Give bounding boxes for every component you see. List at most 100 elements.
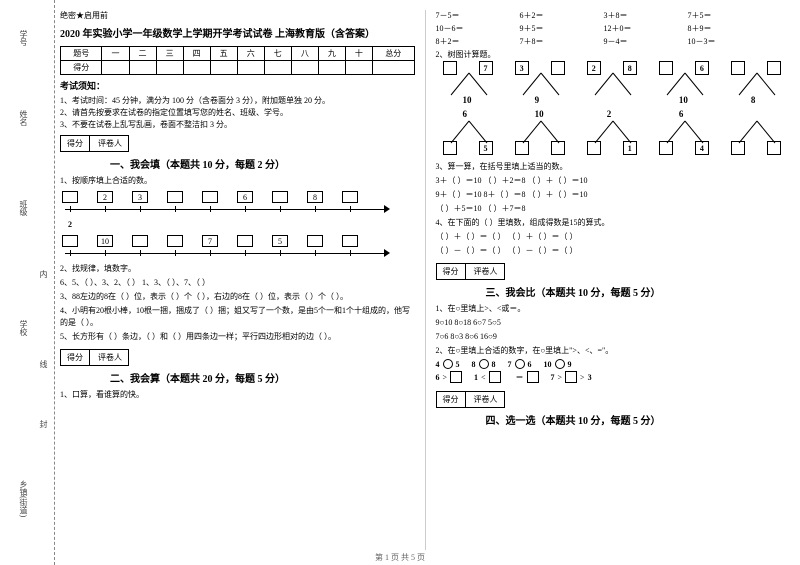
q-text: （ ）＋（ ）＝（ ） （ ）＋（ ）＝（ ） (436, 231, 791, 243)
th: 四 (183, 47, 210, 61)
arith-cell: 10－6＝ (436, 23, 506, 34)
compare-item: 1 < (474, 371, 501, 383)
arith-row: 10－6＝9＋5＝12＋0＝8＋9＝ (436, 23, 791, 34)
q-text: 1、按顺序填上合适的数。 (60, 175, 415, 187)
compare-item: 76 (508, 359, 532, 369)
numline-box (167, 191, 183, 203)
number-tree: 10 (511, 113, 571, 157)
arith-cell: 12＋0＝ (604, 23, 674, 34)
arrow-icon (384, 205, 390, 213)
table-row: 得分 (61, 61, 415, 75)
th: 题号 (61, 47, 102, 61)
compare-item: 88 (472, 359, 496, 369)
column-divider (425, 10, 426, 550)
bind-label: 姓名 (18, 110, 29, 126)
bind-label: 乡镇(街道) (18, 480, 29, 517)
bind-label: 班级 (18, 200, 29, 216)
bind-extra: 封 (38, 420, 49, 428)
arith-cell: 8＋2＝ (436, 36, 506, 47)
numline-box (62, 235, 78, 247)
notice-item: 3、不要在试卷上乱写乱画，卷面不整洁扣 3 分。 (60, 119, 415, 131)
number-line-2: 1075 (60, 235, 390, 259)
q-text: 7○6 8○3 8○6 16○9 (436, 331, 791, 343)
scorer-box: 得分 评卷人 (60, 349, 129, 366)
left-column: 绝密★启用前 2020 年实验小学一年级数学上学期开学考试试卷 上海教育版（含答… (60, 10, 415, 550)
arith-cell: 6＋2＝ (520, 10, 590, 21)
number-tree (727, 113, 787, 157)
numline-box (202, 191, 218, 203)
q-text: 9＋（ ）＝10 8＋（ ）＝8 （ ）＋（ ）＝10 (436, 189, 791, 201)
table-row: 题号 一 二 三 四 五 六 七 八 九 十 总分 (61, 47, 415, 61)
number-tree: 64 (655, 113, 715, 157)
q-text: 3＋（ ）＝10 （ ）＋2＝8 （ ）＋（ ）＝10 (436, 175, 791, 187)
section-title-3: 三、我会比（本题共 10 分，每题 5 分） (436, 284, 791, 299)
numline-box: 8 (307, 191, 323, 203)
q-text: （ ）＋5＝10 （ ）＋7＝8 (436, 203, 791, 215)
section-title-1: 一、我会填（本题共 10 分，每题 2 分） (60, 156, 415, 171)
numline-box: 7 (202, 235, 218, 247)
arithmetic-block: 7－5＝6＋2＝3＋8＝7＋5＝10－6＝9＋5＝12＋0＝8＋9＝8＋2＝7＋… (436, 10, 791, 47)
score-table: 题号 一 二 三 四 五 六 七 八 九 十 总分 得分 (60, 46, 415, 75)
number-tree: 107 (439, 65, 499, 109)
q-text: 6、5、（ ）、3、2、（ ） 1、3、（ ）、7、（ ） (60, 277, 415, 289)
th: 八 (291, 47, 318, 61)
q-text: 3、88左边的8在（ ）位，表示（ ）个（ ），右边的8在（ ）位，表示（ ）个… (60, 291, 415, 303)
q-text: 1、口算，看谁算的快。 (60, 389, 415, 401)
numline-box (132, 235, 148, 247)
exam-title: 2020 年实验小学一年级数学上学期开学考试试卷 上海教育版（含答案） (60, 25, 415, 40)
compare-row: 6 > 1 < ＝ 7 > > 3 (436, 371, 791, 383)
compare-item: ＝ (513, 371, 539, 383)
circle-blank (443, 359, 453, 369)
confidential-label: 绝密★启用前 (60, 10, 415, 21)
scorer-box: 得分 评卷人 (436, 263, 505, 280)
number-line-1: 2368 (60, 191, 390, 215)
square-blank (565, 371, 577, 383)
square-blank (489, 371, 501, 383)
th: 六 (237, 47, 264, 61)
q-text: 2、找规律，填数字。 (60, 263, 415, 275)
tree-row: 65 10 21 64 (436, 113, 791, 157)
page: 绝密★启用前 2020 年实验小学一年级数学上学期开学考试试卷 上海教育版（含答… (60, 10, 790, 550)
numline-box (307, 235, 323, 247)
th: 总分 (372, 47, 414, 61)
notice-item: 2、请首先按要求在试卷的指定位置填写您的姓名、班级、学号。 (60, 107, 415, 119)
section-title-2: 二、我会算（本题共 20 分，每题 5 分） (60, 370, 415, 385)
scorer-a: 得分 (437, 392, 466, 407)
circle-blank (515, 359, 525, 369)
arith-cell: 3＋8＝ (604, 10, 674, 21)
arith-cell: 9＋5＝ (520, 23, 590, 34)
compare-row: 45 88 76 109 (436, 359, 791, 369)
arith-row: 8＋2＝7＋8＝9－4＝10－3＝ (436, 36, 791, 47)
compare-item: 6 > (436, 371, 463, 383)
scorer-box: 得分 评卷人 (436, 391, 505, 408)
bind-label: 学号 (18, 30, 29, 46)
arith-cell: 7＋5＝ (688, 10, 758, 21)
q-text: 2、在○里填上合适的数字，在○里填上">、<、="。 (436, 345, 791, 357)
arrow-icon (384, 249, 390, 257)
th: 五 (210, 47, 237, 61)
numline-box (62, 191, 78, 203)
square-blank (527, 371, 539, 383)
number-tree: 65 (439, 113, 499, 157)
q-text: （ ）－（ ）＝（ ） （ ）－（ ）＝（ ） (436, 245, 791, 257)
notice-title: 考试须知： (60, 79, 415, 92)
right-column: 7－5＝6＋2＝3＋8＝7＋5＝10－6＝9＋5＝12＋0＝8＋9＝8＋2＝7＋… (436, 10, 791, 550)
number-tree: 106 (655, 65, 715, 109)
number-tree: 21 (583, 113, 643, 157)
th: 三 (156, 47, 183, 61)
scorer-b: 评卷人 (468, 264, 504, 279)
compare-item: 7 > > 3 (551, 371, 592, 383)
numline-box (342, 235, 358, 247)
th: 九 (318, 47, 345, 61)
numline-box: 3 (132, 191, 148, 203)
numline-box: 5 (272, 235, 288, 247)
arith-cell: 10－3＝ (688, 36, 758, 47)
square-blank (450, 371, 462, 383)
numline-box (237, 235, 253, 247)
compare-item: 109 (544, 359, 572, 369)
q-text: 2、树图计算题。 (436, 49, 791, 61)
circle-blank (479, 359, 489, 369)
compare-item: 45 (436, 359, 460, 369)
circle-blank (555, 359, 565, 369)
td: 得分 (61, 61, 102, 75)
